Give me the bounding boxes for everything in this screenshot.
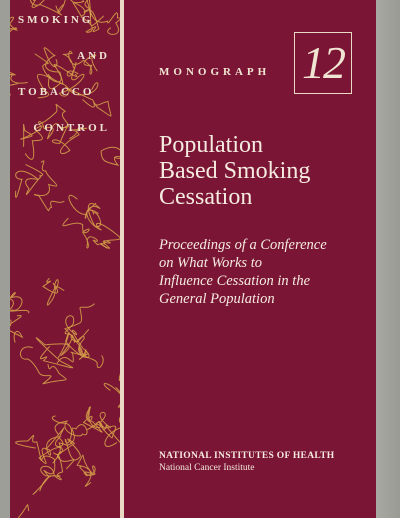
squiggle-line bbox=[10, 292, 30, 314]
squiggle-line bbox=[20, 124, 43, 160]
squiggle-line bbox=[17, 504, 30, 518]
squiggle-line bbox=[35, 334, 78, 369]
squiggle-line bbox=[10, 71, 28, 96]
squiggle-pattern bbox=[10, 0, 120, 518]
squiggle-line bbox=[42, 278, 65, 306]
squiggle-line bbox=[103, 373, 120, 395]
left-margin bbox=[0, 0, 10, 518]
monograph-number-box: 12 bbox=[294, 32, 352, 94]
squiggle-line bbox=[56, 329, 90, 364]
squiggle-line bbox=[86, 209, 120, 249]
squiggle-line bbox=[19, 346, 67, 385]
squiggle-line bbox=[10, 315, 24, 343]
subtitle-line: Proceedings of a Conference bbox=[159, 237, 327, 253]
squiggle-line bbox=[70, 0, 86, 17]
squiggle-line bbox=[64, 82, 112, 117]
squiggle-line bbox=[30, 0, 62, 16]
squiggle-line bbox=[38, 427, 65, 465]
series-title: SMOKING AND TOBACCO CONTROL bbox=[10, 14, 120, 158]
title-line: Population bbox=[159, 132, 264, 158]
squiggle-line bbox=[57, 315, 90, 359]
squiggle-line bbox=[52, 420, 88, 464]
squiggle-line bbox=[47, 62, 85, 97]
squiggle-line bbox=[62, 217, 108, 249]
right-margin bbox=[376, 0, 400, 518]
publisher-agency: NATIONAL INSTITUTES OF HEALTH bbox=[159, 451, 335, 461]
subtitle-line: General Population bbox=[159, 291, 275, 307]
cream-divider bbox=[120, 0, 124, 518]
squiggle-line bbox=[87, 411, 120, 444]
squiggle-line bbox=[64, 303, 104, 368]
publisher-block: NATIONAL INSTITUTES OF HEALTH National C… bbox=[159, 450, 334, 474]
squiggle-line bbox=[15, 434, 56, 495]
publisher-institute: National Cancer Institute bbox=[159, 463, 255, 473]
squiggle-line bbox=[62, 50, 98, 75]
series-word-smoking: SMOKING bbox=[18, 14, 94, 26]
squiggle-line bbox=[37, 103, 69, 140]
subtitle-line: Influence Cessation in the bbox=[159, 273, 311, 289]
subtitle-line: on What Works to bbox=[159, 255, 262, 271]
squiggle-line bbox=[34, 47, 62, 83]
squiggle-line bbox=[10, 16, 18, 33]
pattern-band bbox=[10, 0, 120, 518]
squiggle-line bbox=[39, 454, 75, 492]
squiggle-line bbox=[51, 415, 81, 461]
series-word-control: CONTROL bbox=[33, 122, 110, 134]
squiggle-line bbox=[82, 0, 120, 35]
main-panel bbox=[124, 0, 376, 518]
series-word-and: AND bbox=[77, 50, 110, 62]
subtitle: Proceedings of a Conference on What Work… bbox=[159, 236, 371, 308]
squiggle-line bbox=[15, 164, 44, 198]
series-word-tobacco: TOBACCO bbox=[18, 86, 95, 98]
squiggle-line bbox=[76, 454, 96, 487]
title-line: Cessation bbox=[159, 184, 253, 210]
page-title: Population Based Smoking Cessation bbox=[159, 132, 369, 210]
squiggle-line bbox=[100, 146, 120, 166]
squiggle-line bbox=[80, 0, 104, 33]
monograph-number: 12 bbox=[302, 37, 346, 88]
squiggle-line bbox=[36, 63, 78, 99]
monograph-label: MONOGRAPH bbox=[159, 66, 271, 78]
squiggle-line bbox=[104, 387, 120, 447]
squiggle-line bbox=[33, 160, 65, 212]
squiggle-line bbox=[51, 125, 88, 155]
title-line: Based Smoking bbox=[159, 158, 311, 184]
squiggle-line bbox=[68, 194, 102, 227]
